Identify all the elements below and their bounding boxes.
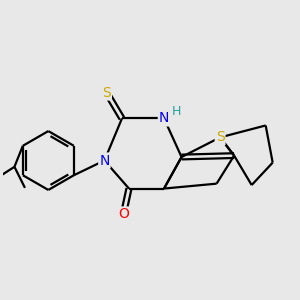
Text: N: N: [159, 112, 169, 125]
Text: H: H: [172, 105, 181, 118]
Text: S: S: [216, 130, 224, 144]
Text: S: S: [102, 85, 111, 100]
Text: O: O: [118, 208, 129, 221]
Text: N: N: [99, 154, 110, 167]
